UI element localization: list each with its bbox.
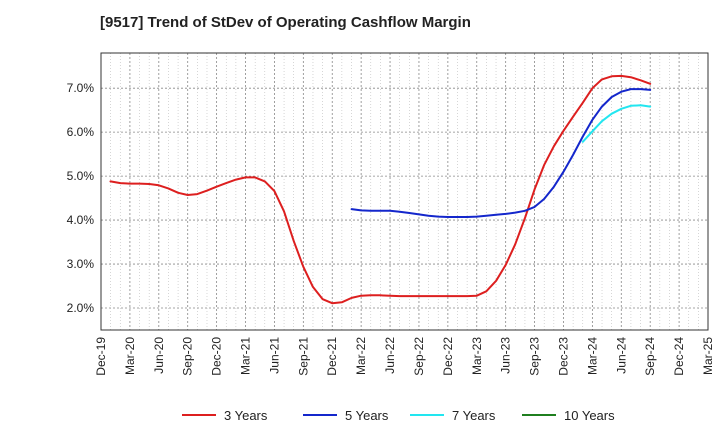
x-tick-label: Jun-22	[383, 337, 397, 374]
legend: 3 Years 5 Years 7 Years 10 Years	[182, 408, 615, 423]
x-tick-label: Mar-24	[585, 337, 599, 375]
y-axis-ticks: 2.0% 3.0% 4.0% 5.0% 6.0% 7.0%	[67, 81, 95, 315]
x-tick-label: Mar-20	[123, 337, 137, 375]
x-tick-label: Jun-21	[267, 337, 281, 374]
series-line-3-years	[109, 74, 652, 305]
x-tick-label: Sep-23	[528, 337, 542, 376]
y-tick-label: 2.0%	[67, 301, 95, 315]
x-tick-label: Sep-21	[296, 337, 310, 376]
x-tick-label: Dec-24	[672, 337, 686, 376]
y-tick-label: 7.0%	[67, 81, 95, 95]
legend-label: 3 Years	[224, 408, 268, 423]
x-tick-label: Mar-22	[354, 337, 368, 375]
chart-title: [9517] Trend of StDev of Operating Cashf…	[100, 14, 471, 31]
x-tick-label: Dec-21	[325, 337, 339, 376]
x-tick-label: Dec-19	[94, 337, 108, 376]
y-tick-label: 4.0%	[67, 213, 95, 227]
x-axis-ticks: Dec-19 Mar-20 Jun-20 Sep-20 Dec-20 Mar-21 Jun-…	[94, 337, 715, 376]
x-tick-label: Dec-20	[210, 337, 224, 376]
series-line-5-years	[350, 88, 652, 218]
y-tick-label: 3.0%	[67, 257, 95, 271]
legend-label: 7 Years	[452, 408, 496, 423]
grid-lines	[100, 53, 709, 330]
x-tick-label: Dec-22	[441, 337, 455, 376]
x-tick-label: Sep-22	[412, 337, 426, 376]
plot-frame	[100, 52, 709, 331]
x-tick-label: Mar-25	[701, 337, 715, 375]
y-tick-label: 5.0%	[67, 169, 95, 183]
x-tick-label: Jun-24	[614, 337, 628, 374]
x-tick-label: Mar-21	[239, 337, 253, 375]
series-lines	[109, 74, 652, 305]
legend-label: 10 Years	[564, 408, 615, 423]
x-tick-label: Dec-23	[556, 337, 570, 376]
x-tick-label: Mar-23	[470, 337, 484, 375]
x-tick-label: Sep-20	[181, 337, 195, 376]
y-tick-label: 6.0%	[67, 125, 95, 139]
series-line-7-years	[581, 104, 652, 143]
x-tick-label: Sep-24	[643, 337, 657, 376]
legend-label: 5 Years	[345, 408, 389, 423]
x-tick-label: Jun-20	[152, 337, 166, 374]
x-tick-label: Jun-23	[499, 337, 513, 374]
